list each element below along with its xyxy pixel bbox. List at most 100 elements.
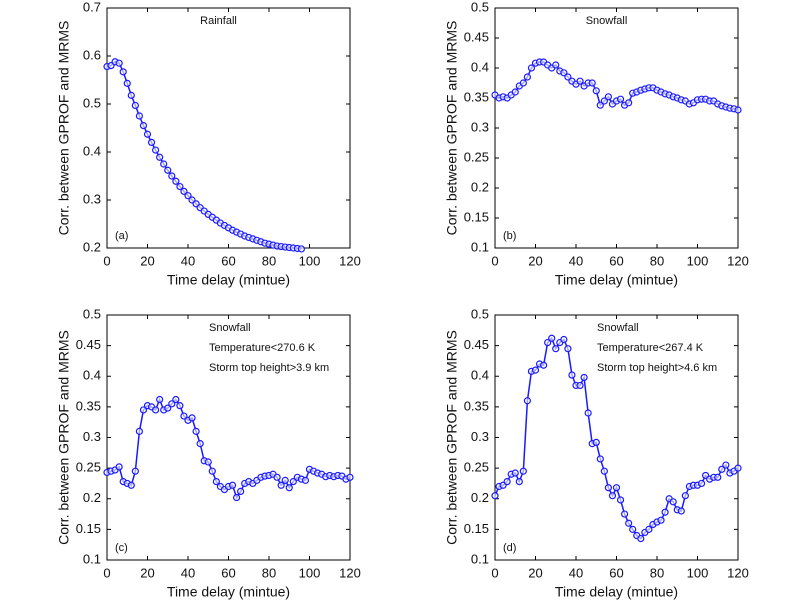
- data-point: [548, 334, 556, 342]
- data-point: [204, 458, 212, 466]
- y-tick-label: 0.2: [83, 239, 101, 254]
- data-point: [346, 473, 354, 481]
- annotation: Storm top height>4.6 km: [597, 362, 717, 374]
- y-tick-label: 0.1: [83, 551, 101, 566]
- y-tick-label: 0.6: [83, 47, 101, 62]
- data-point: [301, 476, 310, 484]
- data-point: [523, 397, 532, 405]
- data-point: [531, 366, 540, 374]
- data-point: [625, 519, 633, 527]
- data-point: [604, 93, 613, 101]
- y-tick-label: 0.25: [76, 460, 101, 475]
- data-point: [564, 73, 572, 81]
- y-tick-label: 0.45: [464, 29, 489, 44]
- x-axis-label: Time delay (mintue): [555, 584, 678, 600]
- x-tick-label: 0: [103, 565, 110, 580]
- y-tick-label: 0.2: [471, 179, 489, 194]
- y-tick-label: 0.3: [83, 429, 101, 444]
- y-tick-label: 0.35: [464, 89, 489, 104]
- x-tick-label: 100: [299, 253, 321, 268]
- data-point: [580, 373, 588, 382]
- data-point: [127, 91, 135, 99]
- data-point: [233, 493, 241, 502]
- data-point: [625, 99, 633, 107]
- data-point: [176, 402, 184, 410]
- data-point: [596, 101, 604, 109]
- x-tick-label: 100: [687, 565, 709, 580]
- data-point: [576, 77, 584, 85]
- data-point: [172, 177, 180, 185]
- y-tick-label: 0.3: [471, 119, 489, 134]
- x-tick-label: 40: [181, 565, 195, 580]
- y-tick-label: 0.5: [83, 95, 101, 110]
- data-point: [131, 467, 139, 475]
- data-point: [143, 130, 152, 138]
- data-point: [127, 481, 135, 489]
- data-point: [511, 469, 519, 477]
- data-point: [637, 534, 645, 543]
- data-point: [277, 481, 285, 489]
- y-tick-label: 0.2: [83, 490, 101, 505]
- data-point: [123, 79, 131, 87]
- x-tick-label: 100: [299, 565, 321, 580]
- data-point: [160, 160, 168, 168]
- x-tick-label: 40: [181, 253, 195, 268]
- x-tick-label: 120: [339, 253, 361, 268]
- data-line: [106, 397, 351, 500]
- x-tick-label: 80: [262, 253, 276, 268]
- x-tick-label: 20: [140, 253, 154, 268]
- data-point: [697, 479, 706, 488]
- data-point: [616, 496, 625, 504]
- data-point: [592, 87, 600, 95]
- data-point: [584, 409, 592, 417]
- panel-label: (b): [503, 230, 516, 242]
- x-tick-label: 20: [528, 253, 542, 268]
- y-tick-label: 0.45: [464, 337, 489, 352]
- data-point: [212, 478, 220, 486]
- data-point: [176, 182, 184, 191]
- y-tick-label: 0.1: [471, 551, 489, 566]
- data-point: [523, 73, 532, 81]
- data-point: [519, 467, 527, 475]
- y-tick-label: 0.3: [471, 429, 489, 444]
- data-point: [677, 507, 685, 515]
- data-point: [722, 461, 730, 469]
- data-point: [164, 404, 172, 412]
- x-axis-label: Time delay (mintue): [167, 584, 290, 600]
- data-point: [139, 406, 148, 414]
- data-point: [596, 455, 604, 463]
- x-tick-label: 20: [528, 565, 542, 580]
- y-tick-label: 0.7: [83, 0, 101, 14]
- data-point: [281, 476, 289, 484]
- data-point: [661, 508, 669, 516]
- y-tick-label: 0.15: [464, 521, 489, 536]
- data-point: [657, 516, 665, 524]
- data-point: [519, 79, 527, 87]
- x-tick-label: 120: [727, 253, 749, 268]
- data-point: [172, 395, 180, 404]
- x-tick-label: 120: [339, 565, 361, 580]
- annotation: Snowfall: [597, 322, 639, 334]
- y-tick-label: 0.25: [464, 460, 489, 475]
- x-tick-label: 60: [609, 565, 623, 580]
- x-tick-label: 0: [491, 565, 498, 580]
- data-point: [576, 381, 584, 390]
- data-point: [714, 473, 722, 481]
- data-point: [135, 427, 143, 435]
- data-point: [152, 406, 160, 414]
- x-tick-label: 60: [221, 565, 235, 580]
- panel-label: (d): [503, 542, 516, 554]
- data-line: [106, 60, 302, 250]
- y-axis-label: Corr. between GPROF and MRMS: [444, 330, 460, 545]
- data-point: [560, 69, 568, 77]
- annotation: Temperature<267.4 K: [597, 342, 704, 354]
- data-point: [604, 484, 613, 492]
- data-point: [196, 440, 204, 448]
- y-tick-label: 0.15: [76, 521, 101, 536]
- data-point: [115, 59, 123, 67]
- x-tick-label: 80: [650, 565, 664, 580]
- data-point: [515, 478, 523, 486]
- x-tick-label: 60: [221, 253, 235, 268]
- data-point: [552, 345, 560, 353]
- data-point: [115, 463, 123, 471]
